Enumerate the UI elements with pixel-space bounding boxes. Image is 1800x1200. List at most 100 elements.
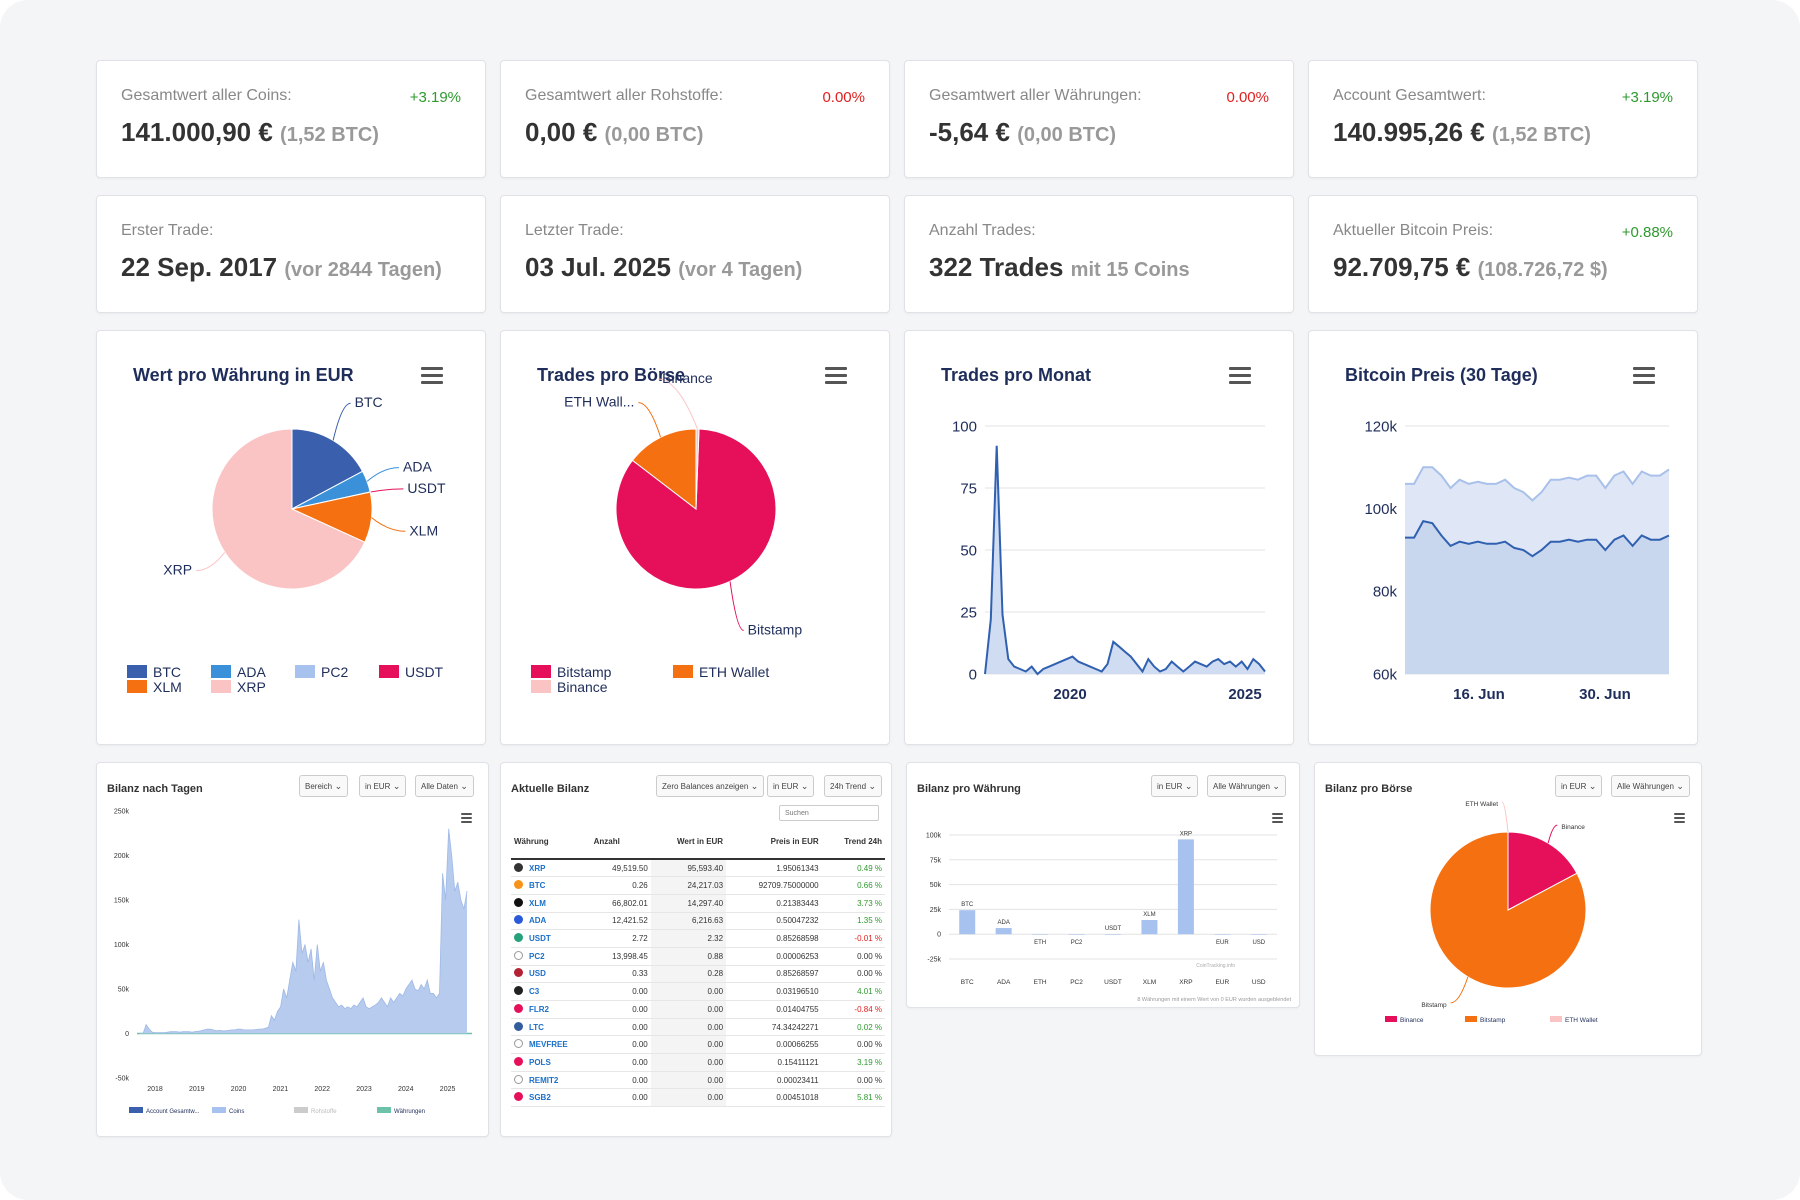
chart-menu-icon[interactable] bbox=[421, 367, 443, 385]
wert-cell: 0.00 bbox=[650, 1000, 727, 1019]
table-row[interactable]: PC2 13,998.45 0.88 0.00006253 0.00 % bbox=[511, 947, 885, 966]
currency-cell[interactable]: USDT bbox=[526, 929, 591, 948]
currency-cell[interactable]: ADA bbox=[526, 912, 591, 931]
table-row[interactable]: REMIT2 0.00 0.00 0.00023411 0.00 % bbox=[511, 1071, 885, 1090]
chart-menu-icon[interactable] bbox=[1633, 367, 1655, 385]
pols-coin-icon bbox=[514, 1056, 523, 1066]
table-row[interactable]: FLR2 0.00 0.00 0.01404755 -0.84 % bbox=[511, 1000, 885, 1019]
table-row[interactable]: POLS 0.00 0.00 0.15411121 3.19 % bbox=[511, 1053, 885, 1072]
currency-cell[interactable]: XLM bbox=[526, 894, 591, 913]
legend-swatch bbox=[211, 680, 231, 693]
bar-data-label: ETH bbox=[1034, 940, 1046, 946]
table-row[interactable]: USD 0.33 0.28 0.85268597 0.00 % bbox=[511, 965, 885, 984]
table-row[interactable]: XRP 49,519.50 95,593.40 1.95061343 0.49 % bbox=[511, 859, 885, 878]
bar-eth bbox=[1032, 934, 1049, 935]
x-tick-label: 2025 bbox=[440, 1086, 456, 1093]
table-row[interactable]: C3 0.00 0.00 0.03196510 4.01 % bbox=[511, 982, 885, 1001]
col-anzahl[interactable]: Anzahl bbox=[590, 825, 651, 860]
y-tick-label: 60k bbox=[1373, 666, 1398, 683]
area-chart-btc: 120k 100k 80k 60k 16. Jun 30. Jun bbox=[1364, 418, 1670, 703]
legend-label: USDT bbox=[405, 664, 444, 680]
chart-menu-icon[interactable] bbox=[1674, 813, 1685, 823]
table-row[interactable]: BTC 0.26 24,217.03 92709.75000000 0.66 % bbox=[511, 876, 885, 895]
currency-cell[interactable]: FLR2 bbox=[526, 1000, 591, 1019]
stat-change: 0.00% bbox=[822, 89, 865, 106]
wert-cell: 95,593.40 bbox=[650, 859, 727, 878]
waehrungen-filter-dropdown[interactable]: Alle Währungen bbox=[1611, 775, 1690, 797]
legend-item-usdt[interactable]: USDT bbox=[379, 664, 443, 680]
legend-item-xrp[interactable]: XRP bbox=[211, 679, 266, 695]
bar-data-label: XRP bbox=[1180, 831, 1192, 837]
currency-cell[interactable]: C3 bbox=[526, 982, 591, 1001]
bar-xlm bbox=[1141, 920, 1158, 935]
preis-cell: 0.15411121 bbox=[726, 1053, 822, 1072]
legend-item-binance[interactable]: Binance bbox=[531, 679, 608, 695]
bar-data-label: XLM bbox=[1143, 912, 1155, 918]
col-preis[interactable]: Preis in EUR bbox=[726, 825, 822, 860]
legend-item-eth-wallet[interactable]: ETH Wallet bbox=[673, 664, 769, 680]
x-tick-label: ADA bbox=[997, 979, 1011, 986]
chart-menu-icon[interactable] bbox=[1229, 367, 1251, 385]
pie-connector bbox=[638, 402, 662, 438]
preis-cell: 0.00066255 bbox=[726, 1035, 822, 1055]
legend-item-xlm[interactable]: XLM bbox=[127, 679, 182, 695]
currency-dropdown[interactable]: in EUR bbox=[1555, 775, 1603, 797]
currency-cell[interactable]: USD bbox=[526, 965, 591, 984]
legend-label: ADA bbox=[237, 664, 266, 680]
currency-cell[interactable]: REMIT2 bbox=[526, 1071, 591, 1090]
chart-menu-icon[interactable] bbox=[1272, 813, 1283, 823]
col-waehrung[interactable]: Währung bbox=[511, 825, 591, 860]
anzahl-cell: 0.00 bbox=[590, 1071, 651, 1090]
pie-label: ETH Wallet bbox=[1465, 801, 1498, 808]
y-tick-label: 25k bbox=[930, 907, 942, 914]
trend-dropdown[interactable]: 24h Trend bbox=[824, 775, 883, 797]
currency-cell[interactable]: POLS bbox=[526, 1053, 591, 1072]
chart-title: Trades pro Börse bbox=[537, 365, 686, 385]
stat-main-value: 141.000,90 € bbox=[121, 117, 273, 147]
currency-cell[interactable]: MEVFREE bbox=[526, 1035, 591, 1055]
y-tick-label: 75k bbox=[930, 857, 942, 864]
search-input[interactable] bbox=[779, 805, 879, 821]
col-wert[interactable]: Wert in EUR bbox=[650, 825, 727, 860]
currency-dropdown[interactable]: in EUR bbox=[1151, 775, 1199, 797]
currency-cell[interactable]: XRP bbox=[526, 859, 591, 878]
x-tick-label: 16. Jun bbox=[1453, 686, 1505, 703]
currency-cell[interactable]: LTC bbox=[526, 1018, 591, 1037]
stat-main-value: 22 Sep. 2017 bbox=[121, 252, 278, 282]
wert-cell: 0.00 bbox=[650, 1018, 727, 1037]
zero-balances-dropdown[interactable]: Zero Balances anzeigen bbox=[656, 775, 765, 797]
col-trend[interactable]: Trend 24h bbox=[821, 825, 885, 860]
table-row[interactable]: SGB2 0.00 0.00 0.00451018 5.81 % bbox=[511, 1088, 885, 1108]
currency-dropdown[interactable]: in EUR bbox=[359, 775, 407, 797]
y-tick-label: 0 bbox=[969, 666, 977, 683]
table-row[interactable]: USDT 2.72 2.32 0.85268598 -0.01 % bbox=[511, 929, 885, 948]
bar-eur bbox=[1214, 934, 1231, 935]
bar-usdt bbox=[1105, 934, 1121, 935]
y-tick-label: 0 bbox=[125, 1031, 129, 1038]
stat-card: Anzahl Trades: 322 Trades mit 15 Coins bbox=[904, 195, 1294, 313]
currency-dropdown[interactable]: in EUR bbox=[767, 775, 815, 797]
x-tick-label: 2018 bbox=[147, 1086, 163, 1093]
currency-cell[interactable]: PC2 bbox=[526, 947, 591, 966]
data-range-dropdown[interactable]: Alle Daten bbox=[415, 775, 474, 797]
currency-cell[interactable]: SGB2 bbox=[526, 1088, 591, 1108]
legend-item-pc2[interactable]: PC2 bbox=[295, 664, 348, 680]
stat-label: Anzahl Trades: bbox=[929, 222, 1036, 239]
series-line-usd bbox=[1405, 466, 1670, 502]
table-row[interactable]: ADA 12,421.52 6,216.63 0.50047232 1.35 % bbox=[511, 912, 885, 931]
preis-cell: 74.34242271 bbox=[726, 1018, 822, 1037]
table-row[interactable]: LTC 0.00 0.00 74.34242271 0.02 % bbox=[511, 1018, 885, 1037]
stat-card: Gesamtwert aller Währungen: 0.00% -5,64 € … bbox=[904, 60, 1294, 178]
chart-menu-icon[interactable] bbox=[461, 813, 472, 823]
waehrungen-filter-dropdown[interactable]: Alle Währungen bbox=[1207, 775, 1286, 797]
legend-item-bitstamp[interactable]: Bitstamp bbox=[531, 664, 611, 680]
legend-item-btc[interactable]: BTC bbox=[127, 664, 181, 680]
table-row[interactable]: XLM 66,802.01 14,297.40 0.21383443 3.73 % bbox=[511, 894, 885, 913]
legend-item-ada[interactable]: ADA bbox=[211, 664, 266, 680]
bereich-dropdown[interactable]: Bereich bbox=[299, 775, 349, 797]
pie-connector bbox=[371, 517, 406, 532]
currency-cell[interactable]: BTC bbox=[526, 876, 591, 895]
bar-ada bbox=[995, 928, 1012, 935]
table-row[interactable]: MEVFREE 0.00 0.00 0.00066255 0.00 % bbox=[511, 1035, 885, 1055]
chart-menu-icon[interactable] bbox=[825, 367, 847, 385]
